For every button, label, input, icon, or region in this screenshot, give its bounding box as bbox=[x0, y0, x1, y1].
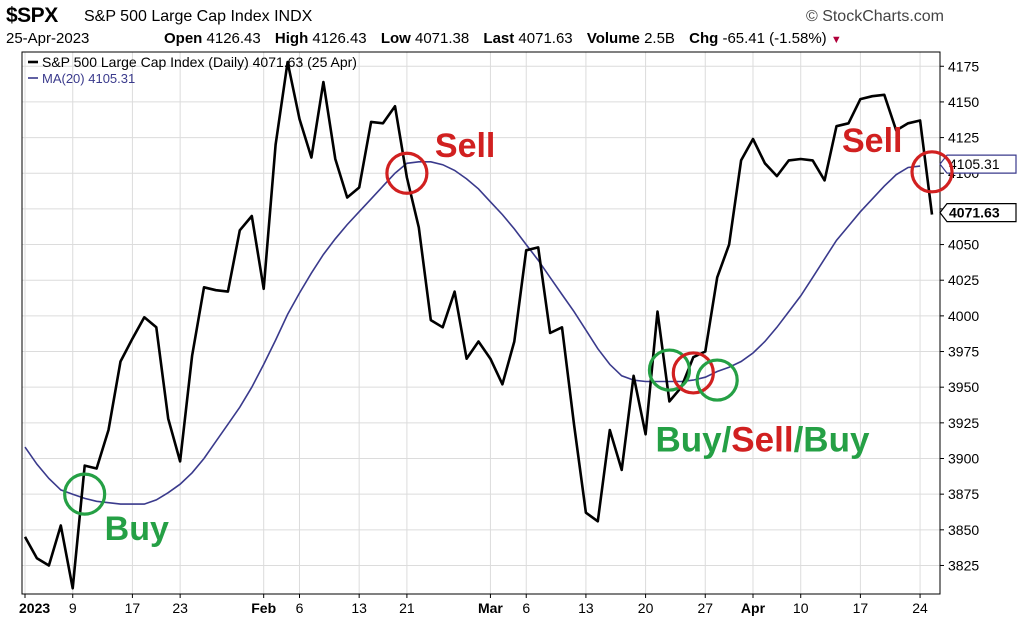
legend-label: MA(20) 4105.31 bbox=[42, 71, 135, 86]
y-tick-label: 4025 bbox=[948, 272, 979, 288]
low-label: Low bbox=[380, 30, 411, 47]
symbol: $SPX bbox=[6, 4, 58, 27]
x-tick-label: 2023 bbox=[19, 600, 50, 616]
x-tick-label: 17 bbox=[125, 600, 141, 616]
grid-lines bbox=[22, 52, 940, 594]
y-tick-label: 3925 bbox=[948, 415, 979, 431]
signal-circle bbox=[647, 348, 692, 392]
legend: S&P 500 Large Cap Index (Daily) 4071.63 … bbox=[28, 54, 357, 86]
combo-signal-part: / bbox=[794, 420, 804, 459]
x-tick-label: 6 bbox=[296, 600, 304, 616]
y-tick-label: 4175 bbox=[948, 58, 979, 74]
signal-circle bbox=[63, 472, 107, 516]
y-tick-label: 4000 bbox=[948, 308, 979, 324]
last-price-tag-text: 4071.63 bbox=[949, 205, 1000, 221]
y-tick-label: 3950 bbox=[948, 379, 979, 395]
open-value: 4126.43 bbox=[206, 30, 261, 47]
signal-label: Sell bbox=[842, 122, 902, 160]
ma20-line bbox=[24, 161, 921, 505]
change-down-icon: ▼ bbox=[830, 34, 842, 46]
y-axis: 3825 3850 3875 3900 3925 3950 3975 4000 4025 4050… bbox=[940, 58, 979, 573]
signal-circle bbox=[671, 351, 715, 395]
index-name-text: S&P 500 Large Cap Index bbox=[84, 8, 270, 25]
change-value: -65.41 (-1.58%) bbox=[722, 30, 827, 47]
x-tick-label: Feb bbox=[251, 600, 276, 616]
signal-circle bbox=[695, 358, 739, 402]
last-label: Last bbox=[483, 30, 515, 47]
x-tick-label: 13 bbox=[351, 600, 367, 616]
x-tick-label: Mar bbox=[478, 600, 503, 616]
last-value: 4071.63 bbox=[518, 30, 573, 47]
index-name: S&P 500 Large Cap Index INDX bbox=[84, 8, 312, 26]
price-line bbox=[23, 60, 934, 590]
x-tick-label: 6 bbox=[522, 600, 530, 616]
high-value: 4126.43 bbox=[312, 30, 367, 47]
y-tick-label: 3825 bbox=[948, 557, 979, 573]
x-tick-label: 10 bbox=[793, 600, 809, 616]
signal-label: Sell bbox=[435, 127, 495, 165]
y-tick-label: 3975 bbox=[948, 344, 979, 360]
volume-value: 2.5B bbox=[644, 30, 675, 47]
quote-date: 25-Apr-2023 bbox=[6, 30, 90, 47]
series-lines bbox=[23, 60, 934, 590]
y-tick-label: 4050 bbox=[948, 237, 979, 253]
x-tick-label: 21 bbox=[399, 600, 415, 616]
x-tick-label: 27 bbox=[697, 600, 713, 616]
plot-frame bbox=[21, 51, 941, 595]
x-tick-label: 24 bbox=[912, 600, 928, 616]
y-tick-label: 4150 bbox=[948, 94, 979, 110]
legend-label: S&P 500 Large Cap Index (Daily) 4071.63 … bbox=[42, 54, 357, 70]
x-tick-label: 17 bbox=[853, 600, 869, 616]
high-label: High bbox=[274, 30, 309, 47]
x-tick-label: 13 bbox=[578, 600, 594, 616]
x-axis: 2023 9 17 23 Feb 6 13 21 Mar 6 13 20 27 Apr 10 17 24 bbox=[19, 594, 928, 616]
value-tags: 4105.31 4071.63 bbox=[939, 154, 1017, 223]
y-tick-label: 3850 bbox=[948, 522, 979, 538]
x-tick-label: Apr bbox=[741, 600, 766, 616]
exchange-code: INDX bbox=[274, 8, 313, 25]
x-tick-label: 20 bbox=[638, 600, 654, 616]
x-tick-label: 9 bbox=[69, 600, 77, 616]
combo-signal-part: Sell bbox=[731, 420, 793, 459]
volume-label: Volume bbox=[586, 30, 640, 47]
open-label: Open bbox=[164, 30, 203, 47]
combo-signal-label: Buy/Sell/Buy bbox=[655, 420, 870, 459]
brand-credit: © StockCharts.com bbox=[805, 8, 944, 25]
combo-signal-part: Buy bbox=[655, 420, 722, 459]
low-value: 4071.38 bbox=[415, 30, 470, 47]
x-tick-label: 23 bbox=[172, 600, 188, 616]
change-label: Chg bbox=[689, 30, 719, 47]
signal-circle bbox=[910, 150, 954, 194]
y-tick-label: 3900 bbox=[948, 451, 979, 467]
last-price-tag-box bbox=[939, 203, 1017, 223]
signal-label: Buy bbox=[105, 510, 169, 548]
combo-signal-part: / bbox=[722, 420, 732, 459]
ma-value-tag-text: 4105.31 bbox=[949, 156, 1000, 172]
signal-circle bbox=[385, 151, 429, 195]
y-tick-label: 3875 bbox=[948, 486, 979, 502]
quote-stats: Open 4126.43 High 4126.43 Low 4071.38 La… bbox=[164, 30, 842, 47]
combo-signal-part: Buy bbox=[803, 420, 870, 459]
y-tick-label: 4125 bbox=[948, 130, 979, 146]
